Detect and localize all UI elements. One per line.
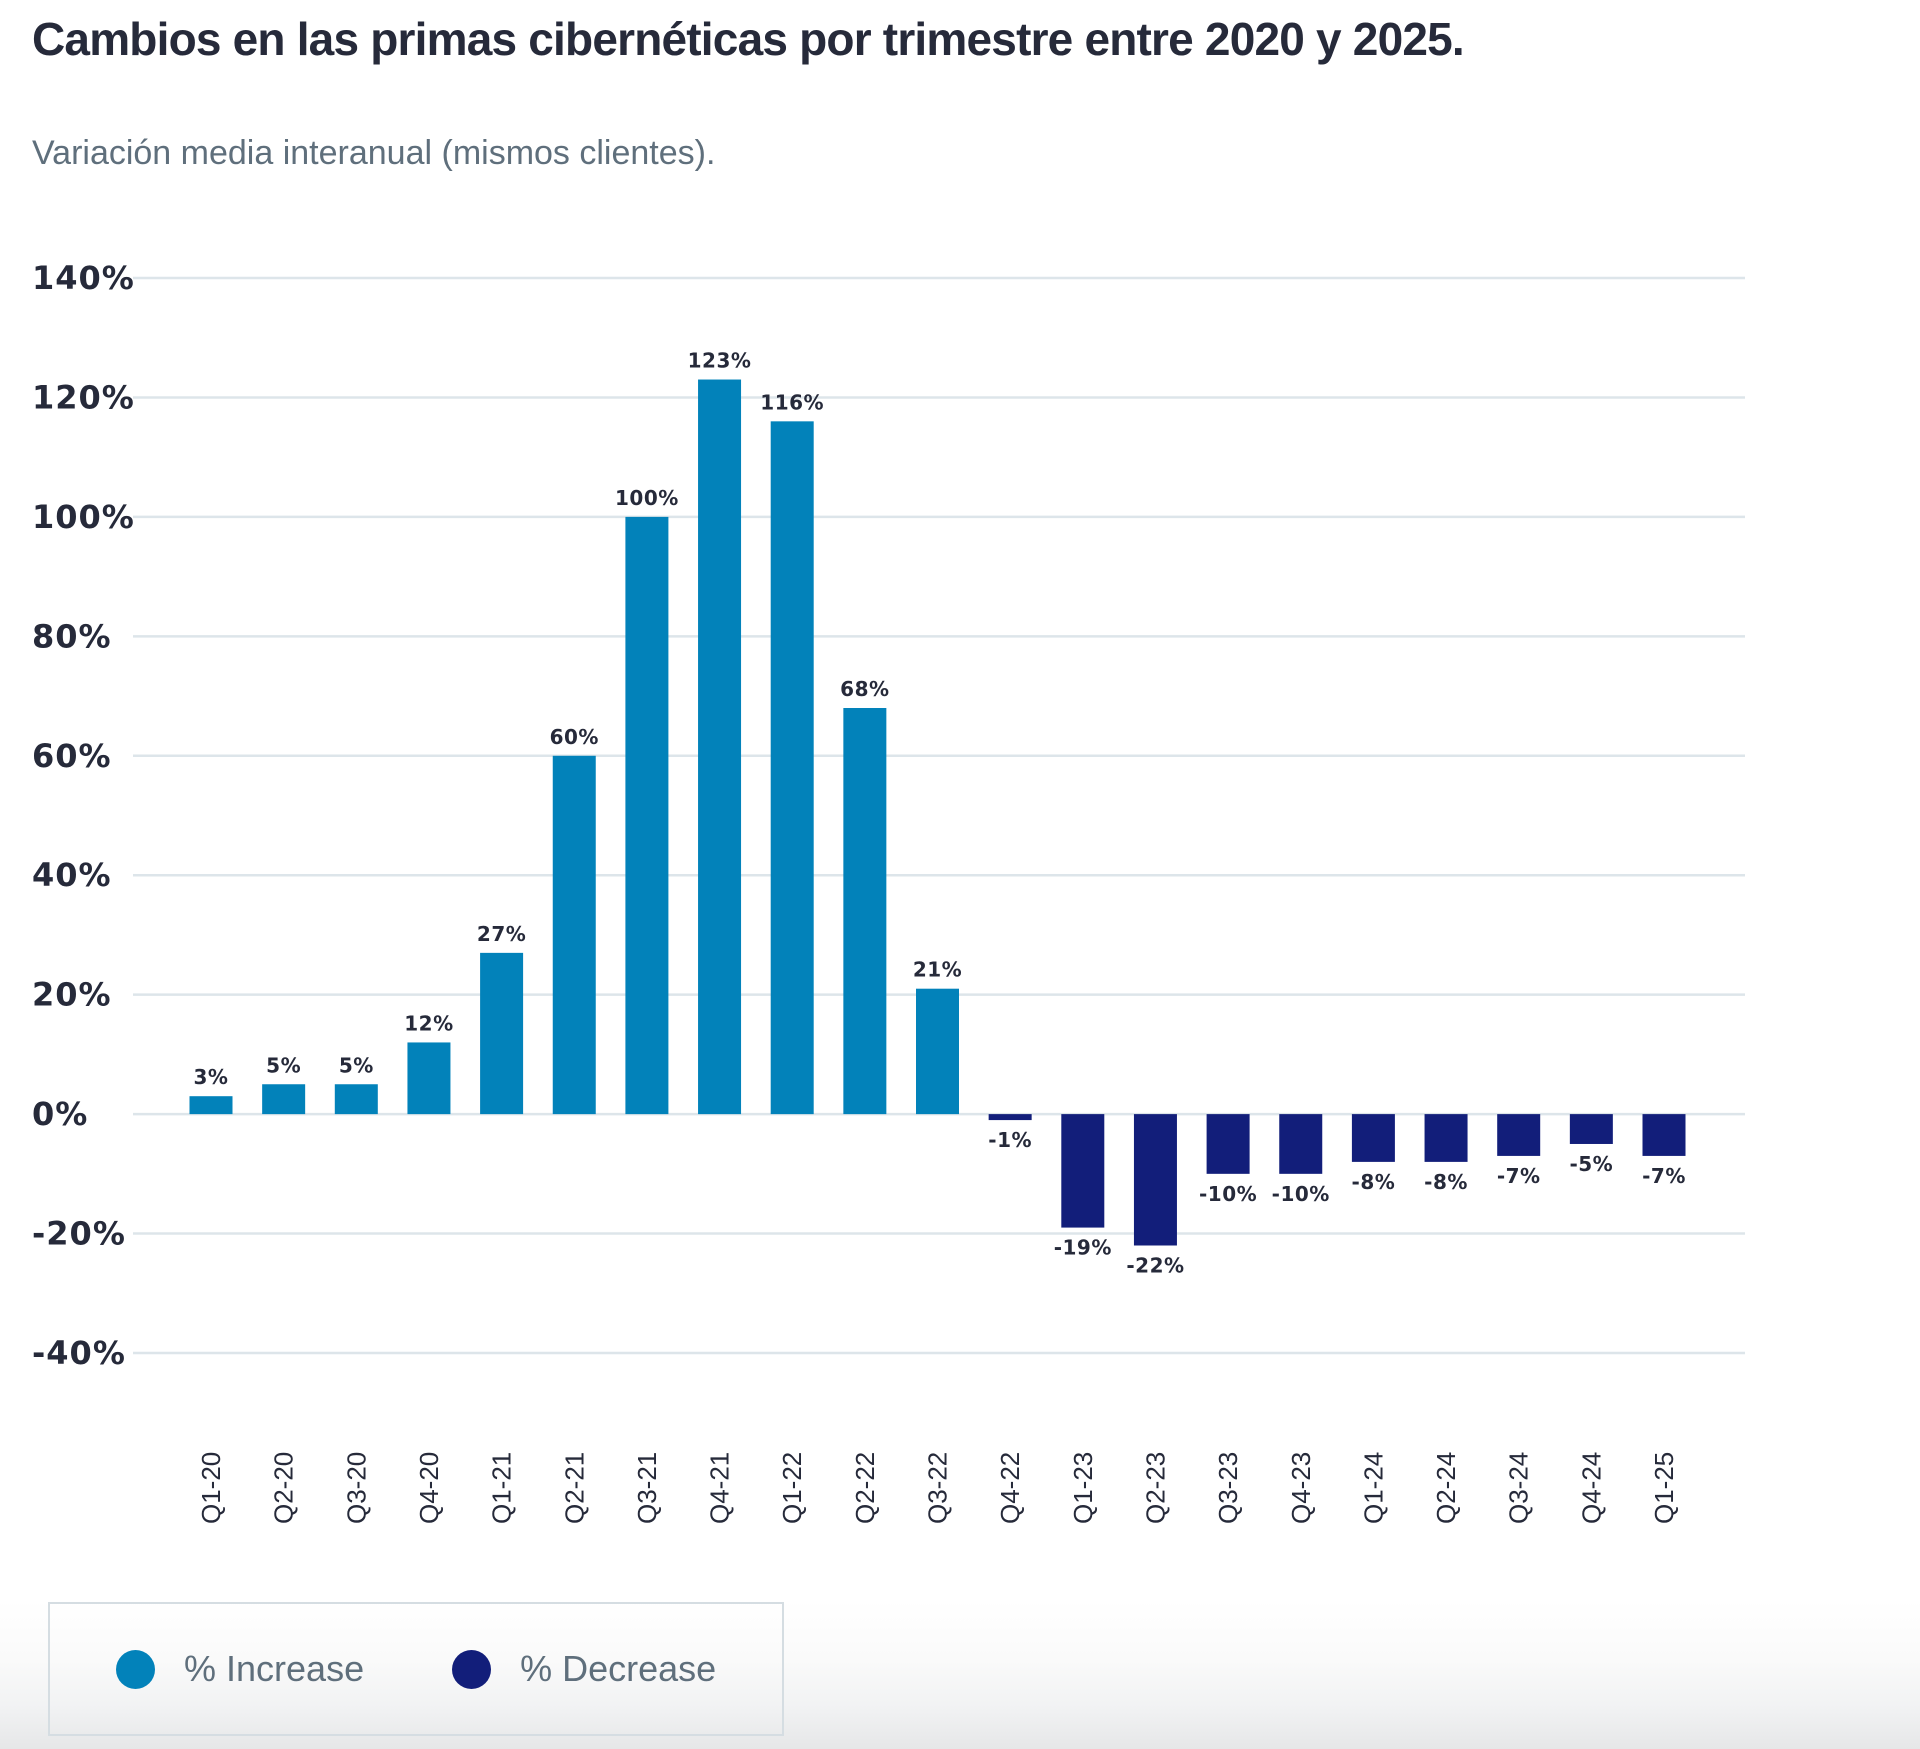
x-tick-label: Q1-25 [1649, 1452, 1679, 1524]
x-tick-label: Q2-20 [269, 1452, 299, 1524]
value-label: -10% [1272, 1182, 1330, 1206]
legend: % Increase % Decrease [48, 1602, 784, 1736]
x-tick-label: Q2-21 [559, 1452, 589, 1524]
bar[interactable] [1424, 1114, 1468, 1162]
bar[interactable] [1497, 1114, 1541, 1156]
y-tick-label: 100% [32, 498, 135, 536]
bar[interactable] [552, 755, 596, 1115]
y-tick-label: 20% [32, 976, 112, 1014]
value-label: 100% [615, 486, 679, 510]
bar[interactable] [262, 1084, 306, 1115]
bar[interactable] [698, 379, 742, 1115]
value-labels: 3% 5% 5% 12% 27% 60% 100% 123% 116% 68% 21% -1% -19%… [194, 349, 1686, 1278]
x-tick-label: Q2-23 [1140, 1452, 1170, 1524]
circle-icon [116, 1649, 155, 1689]
bar[interactable] [480, 952, 524, 1115]
y-axis-ticks: 140% 120% 100% 80% 60% 40% 20% 0% -20% -40% [32, 259, 135, 1372]
x-tick-label: Q2-24 [1431, 1452, 1461, 1524]
value-label: 68% [840, 677, 889, 701]
bar[interactable] [1351, 1114, 1395, 1162]
value-label: 5% [266, 1053, 301, 1077]
x-tick-label: Q1-22 [777, 1452, 807, 1524]
y-tick-label: 0% [32, 1095, 88, 1133]
value-label: 123% [688, 349, 752, 373]
value-label: -8% [1352, 1170, 1396, 1194]
bars [189, 379, 1686, 1246]
x-axis-ticks: Q1-20 Q2-20 Q3-20 Q4-20 Q1-21 Q2-21 Q3-21 Q4-21… [196, 1452, 1679, 1524]
x-tick-label: Q4-23 [1286, 1452, 1316, 1524]
bar[interactable] [1642, 1114, 1686, 1156]
y-tick-label: 80% [32, 617, 112, 655]
bar[interactable] [1569, 1114, 1613, 1144]
circle-icon [452, 1649, 492, 1689]
y-tick-label: -40% [32, 1334, 126, 1372]
x-tick-label: Q3-21 [632, 1452, 662, 1524]
legend-label: % Decrease [520, 1648, 717, 1689]
bar[interactable] [843, 708, 887, 1115]
value-label: -10% [1199, 1182, 1257, 1206]
y-tick-label: 140% [32, 259, 135, 297]
gridlines [133, 276, 1745, 1355]
bar[interactable] [334, 1084, 378, 1115]
x-tick-label: Q1-21 [487, 1452, 517, 1524]
x-tick-label: Q1-24 [1358, 1452, 1388, 1524]
bar[interactable] [189, 1096, 233, 1115]
value-label: 21% [913, 958, 962, 982]
value-label: -8% [1424, 1170, 1468, 1194]
value-label: 5% [339, 1053, 374, 1077]
bar[interactable] [1279, 1114, 1323, 1174]
value-label: 27% [477, 922, 526, 946]
bar[interactable] [988, 1114, 1032, 1121]
x-tick-label: Q2-22 [850, 1452, 880, 1524]
value-label: -5% [1569, 1152, 1613, 1176]
chart-subtitle: Variación media interanual (mismos clien… [32, 134, 716, 172]
x-tick-label: Q4-24 [1576, 1452, 1606, 1524]
bar[interactable] [625, 516, 669, 1115]
bar-chart: 140% 120% 100% 80% 60% 40% 20% 0% -20% -40% 3% 5% 5… [32, 259, 1745, 1524]
x-tick-label: Q3-23 [1213, 1452, 1243, 1524]
x-tick-label: Q4-22 [995, 1452, 1025, 1524]
y-tick-label: -20% [32, 1215, 126, 1253]
bar[interactable] [407, 1042, 451, 1115]
x-tick-label: Q3-22 [923, 1452, 953, 1524]
value-label: -22% [1126, 1254, 1184, 1278]
value-label: -1% [988, 1128, 1032, 1152]
value-label: -7% [1497, 1164, 1541, 1188]
value-label: 116% [760, 390, 824, 414]
x-tick-label: Q3-20 [341, 1452, 371, 1524]
bar[interactable] [1206, 1114, 1250, 1174]
value-label: 60% [550, 725, 599, 749]
value-label: -19% [1054, 1236, 1112, 1260]
legend-item-decrease[interactable]: % Decrease [452, 1648, 716, 1690]
x-tick-label: Q1-20 [196, 1452, 226, 1524]
legend-label: % Increase [184, 1648, 365, 1689]
x-tick-label: Q4-21 [705, 1452, 735, 1524]
value-label: 12% [404, 1011, 453, 1035]
x-tick-label: Q4-20 [414, 1452, 444, 1524]
bar[interactable] [1061, 1114, 1105, 1228]
page-bottom-shade [0, 1600, 1920, 1749]
x-tick-label: Q3-24 [1504, 1452, 1534, 1524]
bar[interactable] [1133, 1114, 1177, 1246]
bar[interactable] [770, 421, 814, 1115]
y-tick-label: 60% [32, 737, 112, 775]
y-tick-label: 40% [32, 856, 112, 894]
value-label: -7% [1642, 1164, 1686, 1188]
bar[interactable] [916, 988, 959, 1115]
value-label: 3% [194, 1065, 229, 1089]
x-tick-label: Q1-23 [1068, 1452, 1098, 1524]
chart-title: Cambios en las primas cibernéticas por t… [32, 13, 1465, 65]
legend-item-increase[interactable]: % Increase [116, 1648, 364, 1690]
y-tick-label: 120% [32, 378, 135, 416]
